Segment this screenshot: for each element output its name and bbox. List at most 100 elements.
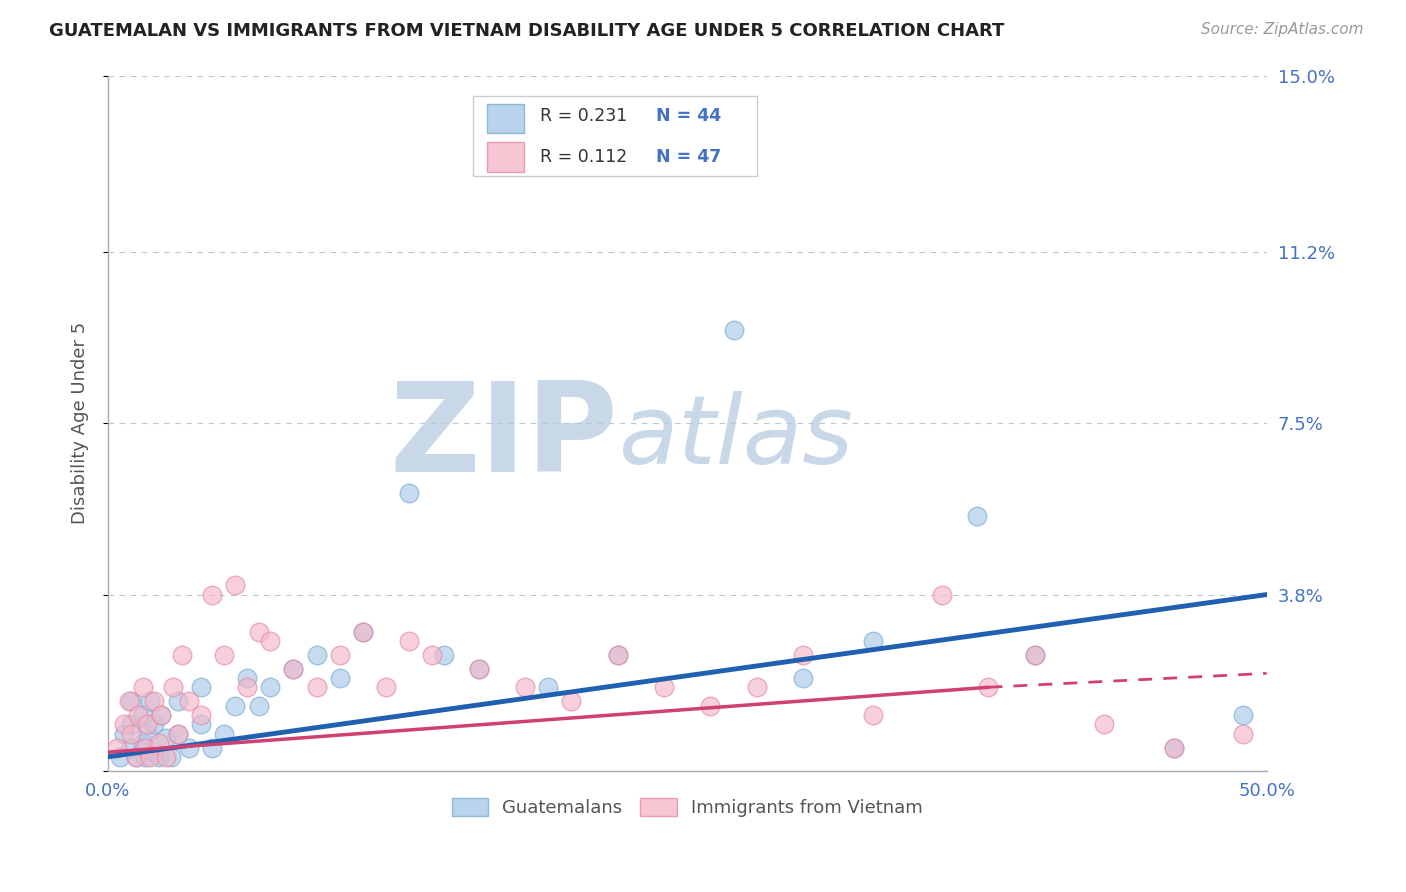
Point: [190, 680, 212, 694]
Point: [329, 648, 352, 662]
Point: [283, 662, 305, 676]
Point: [398, 634, 420, 648]
FancyBboxPatch shape: [486, 143, 524, 171]
Point: [305, 648, 328, 662]
Point: [236, 671, 259, 685]
Point: [112, 726, 135, 740]
Point: [138, 749, 160, 764]
Point: [201, 740, 224, 755]
Y-axis label: Disability Age Under 5: Disability Age Under 5: [72, 322, 89, 524]
Point: [283, 662, 305, 676]
Point: [1163, 740, 1185, 755]
Point: [560, 694, 582, 708]
Point: [132, 736, 155, 750]
FancyBboxPatch shape: [486, 104, 524, 133]
Point: [1024, 648, 1046, 662]
Point: [247, 624, 270, 639]
Point: [977, 680, 1000, 694]
Point: [134, 740, 156, 755]
Point: [513, 680, 536, 694]
Point: [1024, 648, 1046, 662]
Point: [118, 694, 141, 708]
Point: [120, 740, 142, 755]
Point: [190, 708, 212, 723]
Point: [155, 731, 177, 746]
Point: [120, 717, 142, 731]
Point: [177, 740, 200, 755]
Point: [422, 648, 444, 662]
Point: [931, 588, 953, 602]
Point: [352, 624, 374, 639]
Point: [120, 726, 142, 740]
Point: [148, 749, 170, 764]
Point: [236, 680, 259, 694]
Point: [375, 680, 398, 694]
Text: ZIP: ZIP: [389, 376, 617, 498]
Point: [127, 708, 149, 723]
Point: [134, 749, 156, 764]
Point: [190, 717, 212, 731]
Point: [162, 680, 184, 694]
Point: [792, 648, 814, 662]
Point: [166, 726, 188, 740]
Point: [105, 740, 128, 755]
Point: [792, 671, 814, 685]
Point: [699, 698, 721, 713]
Point: [247, 698, 270, 713]
Legend: Guatemalans, Immigrants from Vietnam: Guatemalans, Immigrants from Vietnam: [444, 790, 929, 824]
FancyBboxPatch shape: [472, 96, 756, 177]
Point: [143, 745, 166, 759]
Point: [120, 694, 142, 708]
Point: [1163, 740, 1185, 755]
Text: Source: ZipAtlas.com: Source: ZipAtlas.com: [1201, 22, 1364, 37]
Point: [136, 717, 159, 731]
Point: [723, 323, 745, 337]
Point: [329, 671, 352, 685]
Point: [143, 694, 166, 708]
Point: [1232, 726, 1254, 740]
Text: GUATEMALAN VS IMMIGRANTS FROM VIETNAM DISABILITY AGE UNDER 5 CORRELATION CHART: GUATEMALAN VS IMMIGRANTS FROM VIETNAM DI…: [49, 22, 1004, 40]
Point: [259, 680, 281, 694]
Point: [352, 624, 374, 639]
Point: [606, 648, 628, 662]
Point: [108, 749, 131, 764]
Point: [150, 708, 173, 723]
Point: [166, 726, 188, 740]
Point: [112, 717, 135, 731]
Point: [212, 648, 235, 662]
Text: atlas: atlas: [617, 391, 853, 483]
Point: [212, 726, 235, 740]
Point: [201, 588, 224, 602]
Point: [305, 680, 328, 694]
Point: [745, 680, 768, 694]
Point: [159, 749, 181, 764]
Point: [155, 749, 177, 764]
Point: [150, 708, 173, 723]
Point: [143, 717, 166, 731]
Point: [136, 726, 159, 740]
Point: [606, 648, 628, 662]
Point: [966, 508, 988, 523]
Point: [132, 708, 155, 723]
Text: N = 44: N = 44: [657, 106, 721, 125]
Point: [398, 485, 420, 500]
Point: [862, 708, 884, 723]
Point: [166, 694, 188, 708]
Point: [537, 680, 560, 694]
Point: [862, 634, 884, 648]
Point: [138, 694, 160, 708]
Point: [433, 648, 456, 662]
Point: [177, 694, 200, 708]
Point: [467, 662, 489, 676]
Point: [224, 698, 246, 713]
Text: R = 0.112: R = 0.112: [540, 148, 627, 166]
Point: [467, 662, 489, 676]
Point: [132, 680, 155, 694]
Point: [148, 736, 170, 750]
Point: [125, 749, 148, 764]
Point: [224, 578, 246, 592]
Point: [259, 634, 281, 648]
Point: [125, 749, 148, 764]
Point: [1092, 717, 1115, 731]
Point: [652, 680, 675, 694]
